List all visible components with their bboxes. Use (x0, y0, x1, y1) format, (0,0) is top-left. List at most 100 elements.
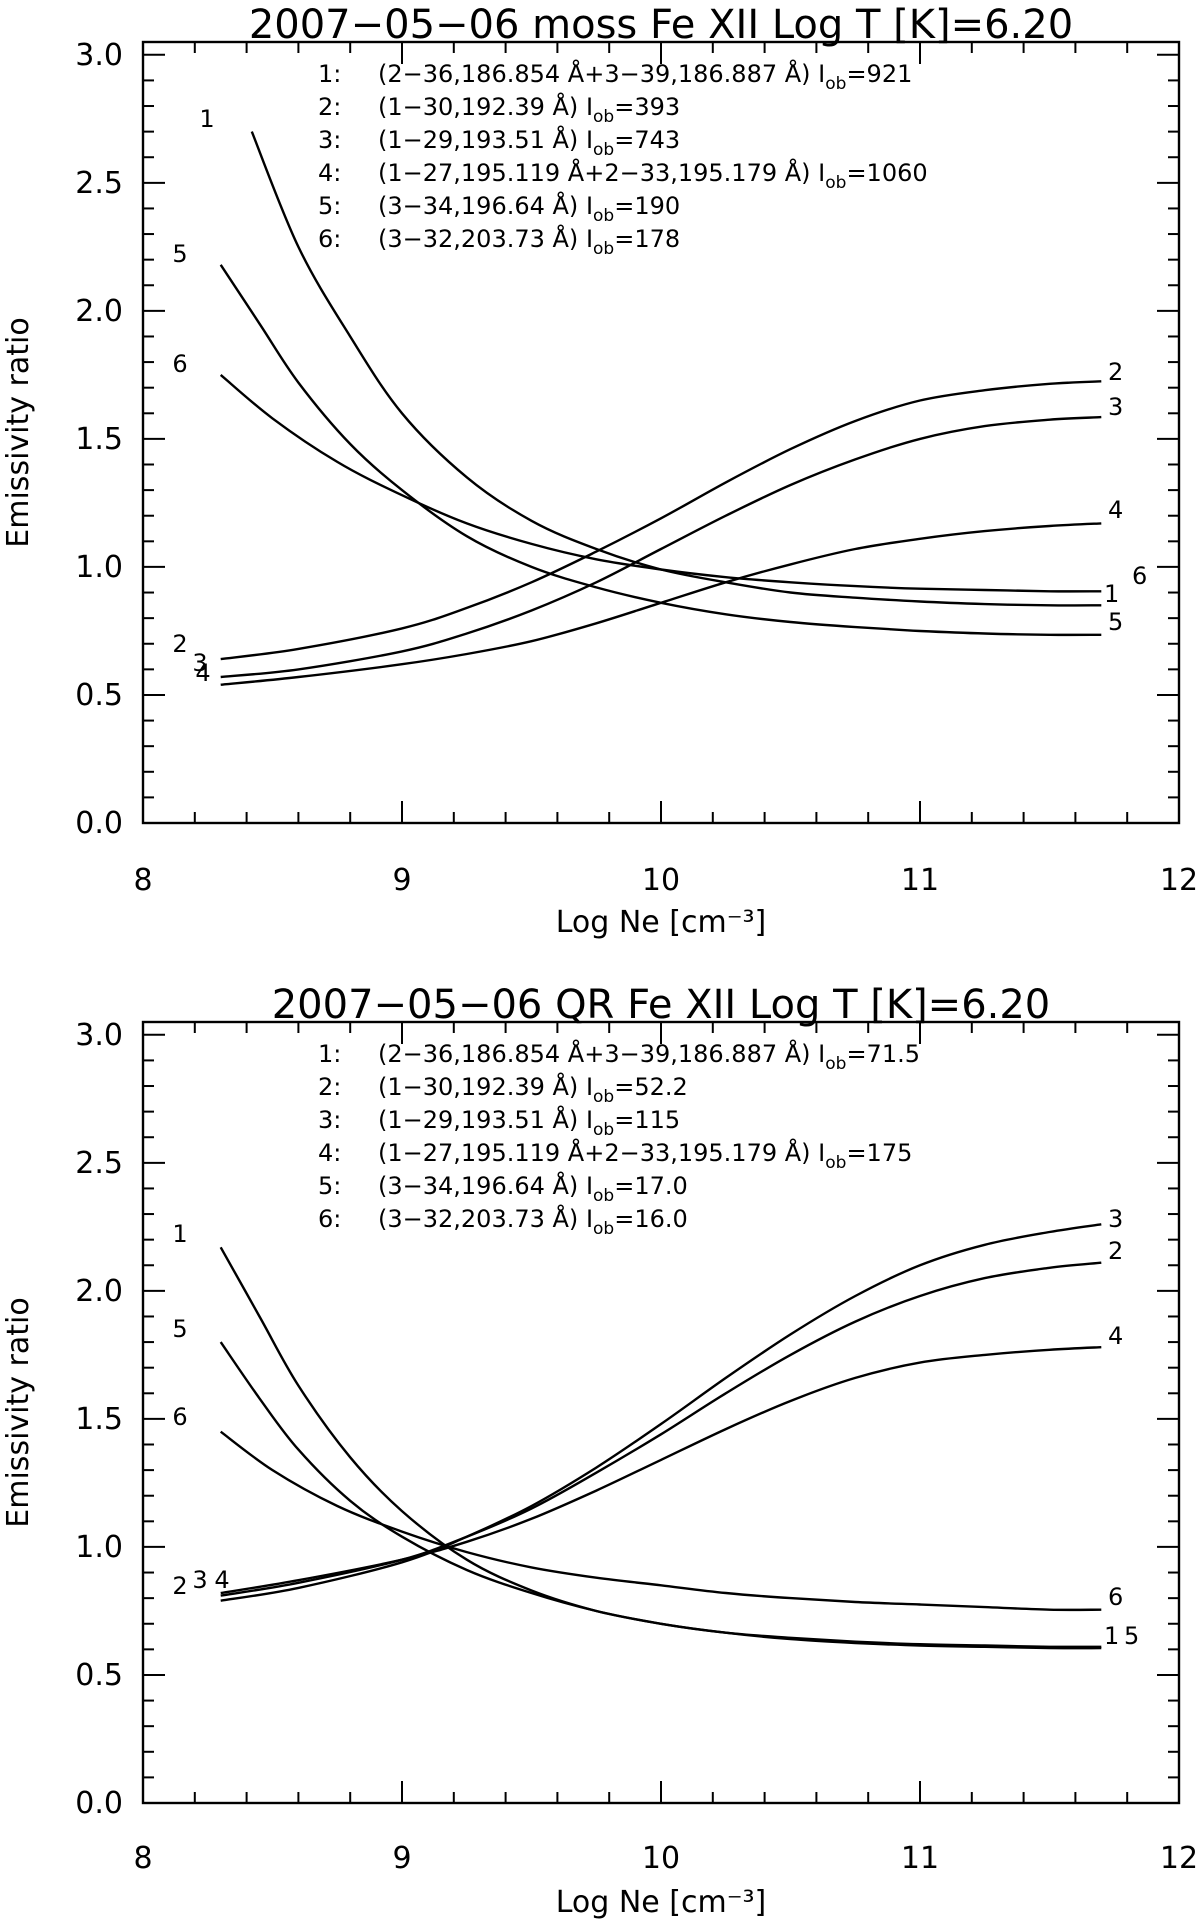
legend-entry: 3: (1−29,193.51 Å) Iob=743 (318, 125, 680, 160)
chart-panel-2: 2007−05−06 QR Fe XII Log T [K]=6.20 8 9 10 1… (1, 982, 1198, 1920)
legend-iob-sub: ob (593, 1219, 614, 1239)
x-tick-label: 8 (133, 863, 152, 898)
series-line-2 (220, 380, 1102, 661)
legend-desc: (1−30,192.39 Å) (378, 1072, 586, 1101)
legend-iob-sub: ob (593, 239, 614, 259)
legend-id: 1: (318, 1040, 341, 1068)
series-line-6 (219, 1430, 1102, 1612)
chart-panel-1: 2007−05−06 moss Fe XII Log T [K]=6.20 8 9 1… (1, 2, 1198, 940)
legend-value: =16.0 (614, 1205, 688, 1233)
legend-iob: I (818, 60, 825, 88)
legend-iob-sub: ob (593, 107, 614, 127)
x-tick-label: 11 (901, 863, 939, 898)
series-start-label-5: 5 (172, 1315, 187, 1343)
x-tick-label: 12 (1160, 1841, 1198, 1876)
y-tick-label: 2.0 (75, 294, 123, 329)
legend-id: 4: (318, 159, 341, 187)
legend-iob: I (586, 93, 593, 121)
legend-id: 1: (318, 60, 341, 88)
legend-iob: I (818, 159, 825, 187)
series-start-label-1: 1 (199, 105, 214, 133)
legend-id: 5: (318, 192, 341, 220)
legend-iob: I (586, 126, 593, 154)
series-end-label-6: 6 (1108, 1583, 1123, 1611)
series-start-label-2: 2 (172, 630, 187, 658)
legend-entry: 2: (1−30,192.39 Å) Iob=393 (318, 92, 680, 127)
series-start-label-6: 6 (172, 350, 187, 378)
series-end-label-2: 2 (1108, 358, 1123, 386)
legend-iob-sub: ob (825, 1054, 846, 1074)
legend-desc: (2−36,186.854 Å+3−39,186.887 Å) (378, 59, 818, 88)
legend-iob: I (586, 1172, 593, 1200)
series-start-label-3: 3 (192, 649, 207, 677)
legend-entry: 4: (1−27,195.119 Å+2−33,195.179 Å) Iob=17… (318, 1138, 912, 1173)
legend-iob: I (586, 1106, 593, 1134)
y-axis-label: Emissivity ratio (1, 1297, 36, 1527)
series-end-label-6: 6 (1132, 562, 1147, 590)
legend-iob-sub: ob (593, 1186, 614, 1206)
legend-value: =52.2 (614, 1073, 688, 1101)
series-line-1 (219, 1246, 1102, 1650)
y-tick-label: 1.5 (75, 422, 123, 457)
legend-iob: I (586, 1205, 593, 1233)
legend-entry: 3: (1−29,193.51 Å) Iob=115 (318, 1105, 680, 1140)
series-line-2 (220, 1261, 1102, 1597)
series-end-label-2: 2 (1108, 1237, 1123, 1265)
series-line-4 (220, 522, 1102, 686)
legend-entry: 1: (2−36,186.854 Å+3−39,186.887 Å) Iob=92… (318, 59, 912, 94)
legend-value: =743 (614, 126, 680, 154)
series-end-label-3: 3 (1108, 393, 1123, 421)
legend-entry: 5: (3−34,196.64 Å) Iob=17.0 (318, 1171, 688, 1206)
x-tick-label: 12 (1160, 863, 1198, 898)
legend-value: =190 (614, 192, 680, 220)
y-tick-label: 2.0 (75, 1274, 123, 1309)
legend-iob: I (586, 192, 593, 220)
legend-desc: (3−32,203.73 Å) (378, 224, 586, 253)
x-tick-label: 10 (642, 863, 680, 898)
y-tick-label: 0.5 (75, 1658, 123, 1693)
series-line-6 (219, 373, 1102, 593)
legend-iob-sub: ob (593, 140, 614, 160)
series-end-label-1: 1 (1104, 580, 1119, 608)
series-end-label-5: 5 (1124, 1622, 1139, 1650)
legend-desc: (1−30,192.39 Å) (378, 92, 586, 121)
series-line-3 (220, 415, 1102, 679)
y-tick-label: 1.0 (75, 550, 123, 585)
legend-iob-sub: ob (593, 206, 614, 226)
series-line-4 (220, 1346, 1102, 1595)
chart-title: 2007−05−06 QR Fe XII Log T [K]=6.20 (272, 982, 1051, 1028)
legend-id: 6: (318, 1205, 341, 1233)
legend-iob-sub: ob (825, 1153, 846, 1173)
legend-iob-sub: ob (825, 173, 846, 193)
legend-desc: (1−29,193.51 Å) (378, 1105, 586, 1134)
x-axis-label: Log Ne [cm⁻³] (556, 905, 767, 940)
legend-iob-sub: ob (593, 1087, 614, 1107)
y-tick-label: 2.5 (75, 166, 123, 201)
legend-id: 2: (318, 1073, 341, 1101)
series-start-label-2: 2 (172, 1572, 187, 1600)
y-axis-label: Emissivity ratio (1, 317, 36, 547)
series-line-3 (220, 1223, 1102, 1602)
legend-desc: (2−36,186.854 Å+3−39,186.887 Å) (378, 1039, 818, 1068)
legend-id: 5: (318, 1172, 341, 1200)
series-end-label-4: 4 (1108, 1322, 1123, 1350)
x-tick-label: 11 (901, 1841, 939, 1876)
legend-iob-sub: ob (825, 74, 846, 94)
legend-value: =393 (614, 93, 680, 121)
legend-iob-sub: ob (593, 1120, 614, 1140)
series-end-label-5: 5 (1108, 608, 1123, 636)
series-line-1 (250, 131, 1102, 607)
legend-iob: I (818, 1040, 825, 1068)
series-line-5 (219, 264, 1102, 637)
legend-entry: 1: (2−36,186.854 Å+3−39,186.887 Å) Iob=71… (318, 1039, 920, 1074)
legend-value: =175 (846, 1139, 912, 1167)
y-tick-label: 0.0 (75, 1786, 123, 1821)
y-tick-label: 0.0 (75, 806, 123, 841)
x-tick-label: 10 (642, 1841, 680, 1876)
series-start-label-4: 4 (214, 1566, 229, 1594)
legend-id: 3: (318, 1106, 341, 1134)
series-end-label-3: 3 (1108, 1205, 1123, 1233)
y-tick-label: 2.5 (75, 1146, 123, 1181)
legend-desc: (1−27,195.119 Å+2−33,195.179 Å) (378, 158, 818, 187)
